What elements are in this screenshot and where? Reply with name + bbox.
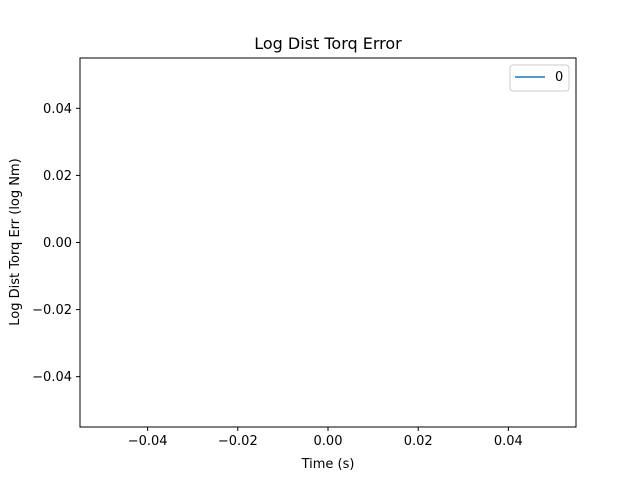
x-tick-label: −0.02 (218, 434, 258, 449)
legend-label-0: 0 (555, 70, 563, 85)
y-tick-label: 0.00 (43, 236, 72, 251)
x-tick-label: 0.00 (314, 434, 343, 449)
x-axis-label: Time (s) (301, 457, 355, 472)
y-tick-label: −0.02 (32, 303, 72, 318)
legend-box (509, 64, 570, 92)
y-tick-label: 0.04 (43, 102, 72, 117)
x-tick-label: 0.02 (404, 434, 433, 449)
x-axis-ticks: −0.04 −0.02 0.00 0.02 0.04 (128, 427, 523, 449)
legend: 0 (509, 64, 570, 92)
y-tick-label: −0.04 (32, 370, 72, 385)
y-axis-ticks: 0.04 0.02 0.00 −0.02 −0.04 (32, 102, 80, 385)
y-axis-label: Log Dist Torq Err (log Nm) (8, 158, 23, 325)
chart-title: Log Dist Torq Error (254, 34, 402, 53)
x-tick-label: −0.04 (128, 434, 168, 449)
x-tick-label: 0.04 (494, 434, 523, 449)
y-tick-label: 0.02 (43, 169, 72, 184)
